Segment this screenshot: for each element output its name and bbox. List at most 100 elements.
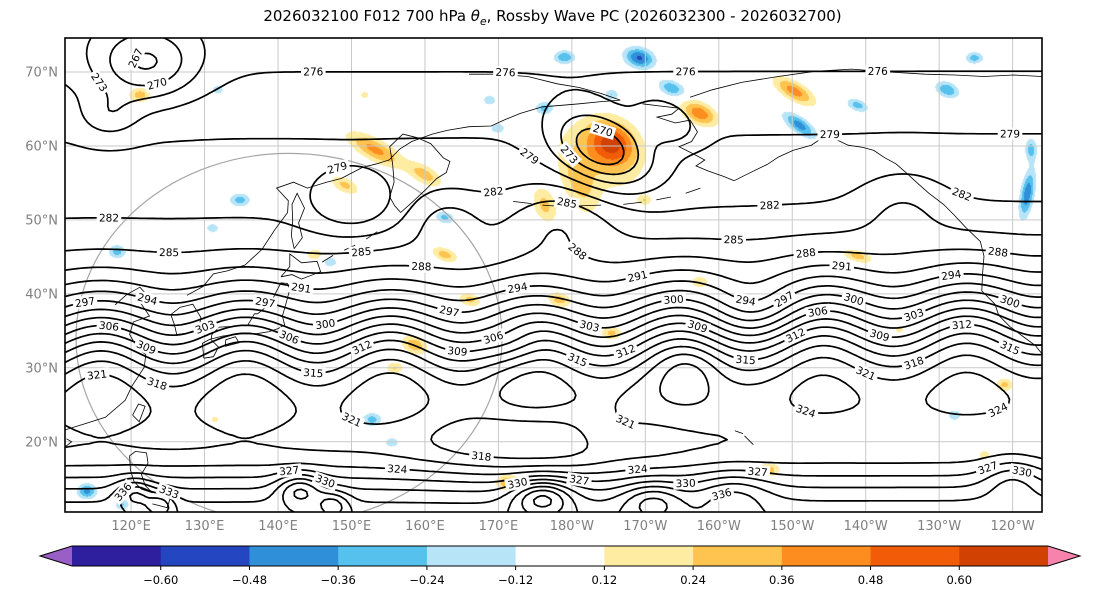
contour-label: 330: [504, 474, 531, 492]
contour-label-bg: [996, 337, 1024, 359]
contour-label: 327: [744, 464, 771, 479]
coastline: [224, 336, 240, 347]
x-tick-label: 150°W: [770, 519, 814, 534]
coastline: [623, 201, 642, 205]
contour-label: 291: [288, 279, 315, 296]
contour-label: 273: [87, 68, 112, 96]
contour-label-bg: [275, 326, 303, 348]
contour-label-text: 297: [74, 295, 96, 310]
contour-label-text: 279: [1000, 128, 1020, 140]
contour-label: 276: [865, 65, 891, 78]
contour-label: 285: [553, 194, 581, 212]
title-post: , Rossby Wave PC (2026032300 - 202603270…: [486, 7, 842, 25]
contour-label-bg: [124, 44, 147, 72]
contour-label: 288: [564, 238, 591, 264]
y-tick-label: 50°N: [25, 213, 58, 228]
contour-line: [85, 38, 640, 176]
contour-label: 318: [900, 353, 928, 373]
contour-line: [65, 477, 1042, 505]
contour-label-bg: [553, 194, 581, 212]
contour-label-bg: [865, 65, 891, 78]
contour-label-text: 309: [686, 318, 709, 335]
contour-line: [65, 353, 1042, 468]
colorbar-band: [426, 546, 517, 566]
x-tick-label: 160°W: [697, 519, 741, 534]
contour-label: 279: [515, 143, 544, 169]
contour-label-text: 306: [98, 320, 120, 334]
contour-label: 327: [276, 463, 303, 479]
contour-label-text: 327: [568, 473, 590, 488]
contour-label-bg: [566, 471, 593, 488]
contour-label-text: 309: [868, 327, 891, 344]
coastline: [744, 435, 754, 445]
contour-label-bg: [589, 120, 617, 140]
contour-label-bg: [817, 127, 843, 141]
contour-label-bg: [744, 464, 771, 479]
contour-label-text: 276: [868, 66, 888, 78]
contour-label-text: 297: [438, 304, 460, 320]
contour-label-bg: [611, 411, 640, 433]
contour-label-text: 279: [820, 129, 840, 141]
contour-label-text: 312: [951, 319, 972, 333]
plot-border: [64, 37, 1043, 513]
contour-label-bg: [323, 158, 351, 177]
contour-label-bg: [348, 336, 376, 358]
colorbar-band: [515, 546, 605, 566]
contour-label: 297: [435, 302, 463, 320]
contour-label-bg: [684, 316, 712, 336]
contour-label-bg: [900, 353, 928, 373]
contour-label-bg: [757, 198, 783, 212]
contour-label: 324: [624, 462, 651, 477]
contour-label-bg: [312, 316, 339, 333]
x-tick-label: 160°E: [405, 519, 445, 534]
contour-label-bg: [997, 127, 1023, 141]
contour-label-bg: [96, 211, 122, 225]
contour-label-text: 282: [483, 185, 504, 199]
contour-label-text: 288: [987, 245, 1008, 259]
contour-label-bg: [276, 463, 303, 479]
contour-label-bg: [408, 259, 434, 273]
contour-label: 297: [71, 294, 99, 310]
contour-label: 321: [611, 411, 640, 433]
coastline: [642, 103, 735, 182]
contour-label: 279: [997, 127, 1023, 141]
colorbar-band: [693, 546, 783, 566]
contour-label-text: 294: [136, 291, 159, 308]
contour-label-bg: [974, 457, 1002, 478]
contour-label: 288: [408, 259, 434, 273]
contour-label-text: 315: [735, 354, 756, 368]
contour-label-bg: [708, 485, 736, 504]
contour-label-text: 303: [903, 307, 926, 325]
contour-label-text: 330: [675, 478, 695, 491]
contour-label-text: 309: [447, 345, 468, 359]
contour-label-text: 330: [1011, 464, 1033, 480]
grid-lines: [65, 38, 1042, 512]
y-tick-label: 40°N: [25, 287, 58, 302]
contour-label: 276: [493, 65, 518, 79]
x-tick-label: 170°E: [479, 519, 519, 534]
contour-label: 276: [673, 65, 698, 78]
colorbar-tick-label: 0.24: [680, 573, 706, 587]
contour-label-bg: [338, 408, 366, 431]
contour-label-text: 300: [663, 293, 684, 306]
contour-label-bg: [384, 461, 410, 477]
contour-label-text: 270: [146, 76, 169, 93]
contour-label-text: 276: [676, 66, 696, 78]
contour-line: [65, 291, 1042, 327]
chart-title: 2026032100 F012 700 hPa θe, Rossby Wave …: [0, 7, 1105, 28]
contour-label-bg: [87, 68, 112, 96]
contour-label-bg: [948, 183, 976, 205]
title-pre: 2026032100 F012 700 hPa: [263, 7, 471, 25]
contour-label: 306: [275, 326, 303, 348]
colorbar-band: [781, 546, 872, 566]
contour-label: 297: [252, 294, 279, 311]
contour-label: 309: [684, 316, 712, 336]
contour-label-text: 282: [99, 212, 119, 224]
contour-label-text: 270: [591, 122, 614, 139]
coastline: [734, 430, 744, 434]
colorbar-tick-label: −0.48: [232, 573, 267, 587]
contour-label-text: 291: [831, 260, 852, 274]
contour-label: 294: [133, 289, 161, 309]
contour-label-bg: [480, 184, 507, 200]
